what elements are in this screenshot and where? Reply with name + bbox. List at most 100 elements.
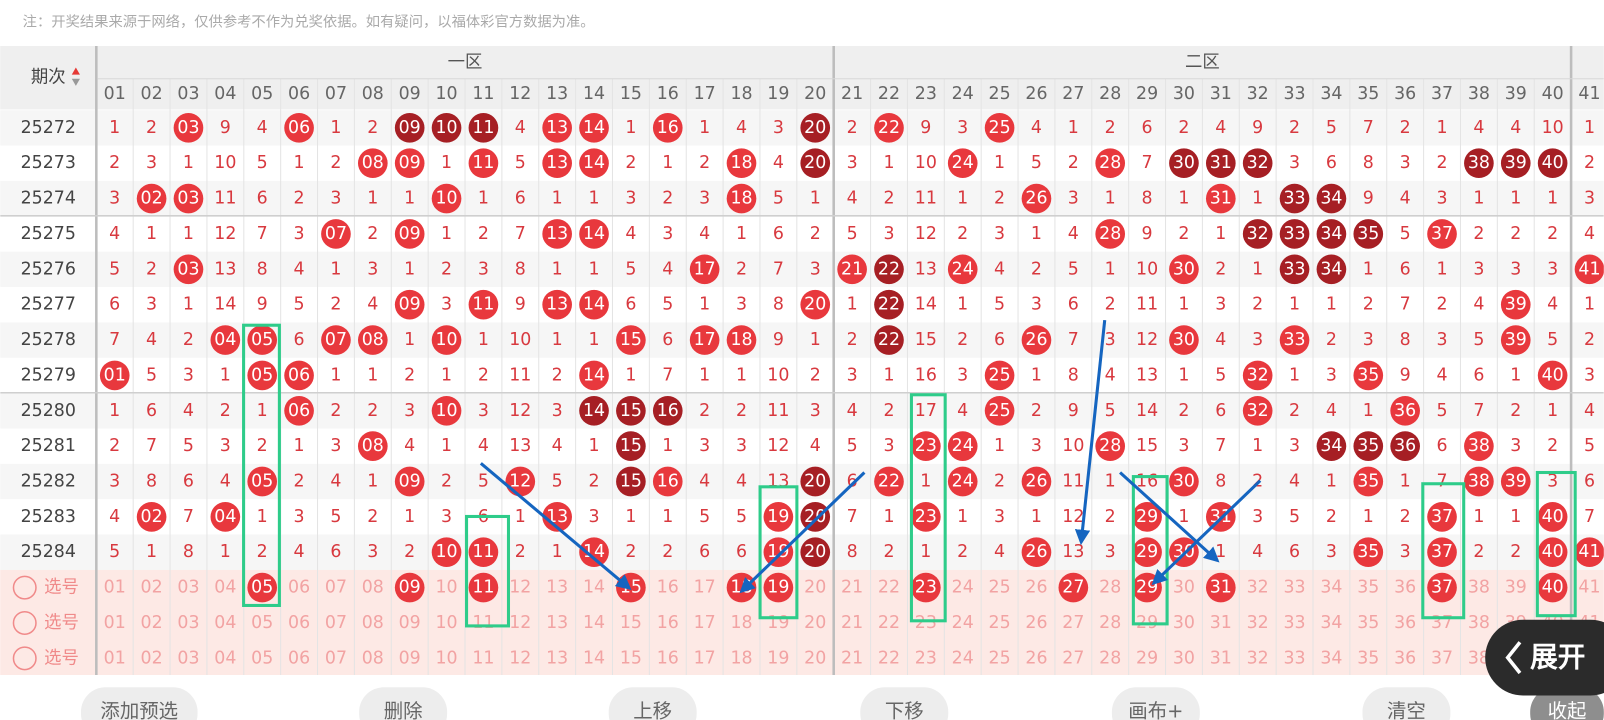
pick-number[interactable]: 15 [620,648,642,668]
pick-number[interactable]: 15 [620,578,642,598]
pick-number[interactable]: 20 [804,648,826,668]
pick-number[interactable]: 10 [435,578,457,598]
pick-number[interactable]: 16 [657,578,679,598]
pick-radio[interactable] [12,610,37,635]
button-label[interactable]: 添加预选 [100,699,178,720]
pick-number[interactable]: 13 [546,578,568,598]
pick-number[interactable]: 27 [1062,578,1084,598]
pick-number[interactable]: 25 [989,578,1011,598]
pick-ball[interactable] [763,572,794,603]
pick-number[interactable]: 19 [767,578,789,598]
pick-number[interactable]: 02 [141,648,163,668]
pick-number[interactable]: 20 [804,578,826,598]
pick-number[interactable]: 37 [1431,613,1453,633]
pick-number[interactable]: 03 [177,613,199,633]
pick-number[interactable]: 10 [435,648,457,668]
pick-number[interactable]: 14 [583,578,605,598]
pick-number[interactable]: 09 [399,578,421,598]
pick-ball[interactable] [1058,572,1089,603]
pick-number[interactable]: 30 [1173,648,1195,668]
pick-number[interactable]: 17 [694,613,716,633]
pick-number[interactable]: 24 [952,648,974,668]
pick-number[interactable]: 27 [1062,648,1084,668]
pick-number[interactable]: 21 [841,648,863,668]
pick-number[interactable]: 26 [1025,648,1047,668]
pick-number[interactable]: 37 [1431,648,1453,668]
pick-number[interactable]: 41 [1578,578,1600,598]
pick-number[interactable]: 37 [1431,578,1453,598]
pick-number[interactable]: 34 [1320,613,1342,633]
pick-number[interactable]: 03 [177,578,199,598]
pick-number[interactable]: 17 [694,648,716,668]
pick-number[interactable]: 31 [1210,648,1232,668]
pick-number[interactable]: 26 [1025,578,1047,598]
pick-number[interactable]: 12 [509,578,531,598]
pick-number[interactable]: 20 [804,613,826,633]
button-label[interactable]: 画布+ [1128,699,1183,720]
pick-number[interactable]: 05 [251,648,273,668]
pick-number[interactable]: 32 [1247,578,1269,598]
pick-number[interactable]: 35 [1357,648,1379,668]
pick-number[interactable]: 08 [362,578,384,598]
pick-number[interactable]: 19 [767,648,789,668]
pick-number[interactable]: 05 [251,613,273,633]
pick-number[interactable]: 18 [730,578,752,598]
pick-number[interactable]: 34 [1320,578,1342,598]
button-bg[interactable] [1530,687,1604,720]
pick-number[interactable]: 23 [915,578,937,598]
pick-number[interactable]: 25 [989,613,1011,633]
pick-number[interactable]: 29 [1136,648,1158,668]
button-bg[interactable] [1362,687,1451,720]
pick-number[interactable]: 07 [325,648,347,668]
pick-ball[interactable] [247,572,278,603]
button-label[interactable]: 删除 [384,699,423,720]
pick-number[interactable]: 24 [952,578,974,598]
pick-number[interactable]: 16 [657,613,679,633]
pick-number[interactable]: 33 [1283,613,1305,633]
pick-number[interactable]: 33 [1283,648,1305,668]
button-bg[interactable] [359,687,448,720]
pick-number[interactable]: 40 [1542,578,1564,598]
pick-number[interactable]: 39 [1505,578,1527,598]
pick-ball[interactable] [1205,572,1236,603]
pick-number[interactable]: 11 [472,578,494,598]
pick-number[interactable]: 22 [878,578,900,598]
pick-number[interactable]: 09 [399,613,421,633]
pick-number[interactable]: 15 [620,613,642,633]
pick-number[interactable]: 28 [1099,613,1121,633]
pick-number[interactable]: 35 [1357,578,1379,598]
pick-number[interactable]: 01 [104,648,126,668]
pick-number[interactable]: 11 [472,613,494,633]
pick-number[interactable]: 23 [915,613,937,633]
sort-down[interactable] [71,78,80,86]
pick-radio[interactable] [12,575,37,600]
pick-number[interactable]: 06 [288,648,310,668]
sort-up[interactable] [71,67,80,75]
pick-number[interactable]: 32 [1247,613,1269,633]
pick-number[interactable]: 30 [1173,578,1195,598]
button-label[interactable]: 下移 [885,699,924,720]
pick-number[interactable]: 08 [362,613,384,633]
pick-number[interactable]: 12 [509,648,531,668]
pick-ball[interactable] [1537,572,1568,603]
pick-number[interactable]: 18 [730,648,752,668]
pick-number[interactable]: 25 [989,648,1011,668]
button-label[interactable]: 上移 [633,699,672,720]
button-label[interactable]: 收起 [1548,699,1587,720]
pick-number[interactable]: 28 [1099,578,1121,598]
pick-number[interactable]: 21 [841,613,863,633]
pick-number[interactable]: 22 [878,613,900,633]
pick-number[interactable]: 18 [730,613,752,633]
pick-number[interactable]: 04 [214,578,236,598]
pick-number[interactable]: 07 [325,613,347,633]
pick-number[interactable]: 04 [214,613,236,633]
pick-number[interactable]: 34 [1320,648,1342,668]
pick-ball[interactable] [394,572,425,603]
button-bg[interactable] [608,687,697,720]
pick-number[interactable]: 17 [694,578,716,598]
pick-number[interactable]: 19 [767,613,789,633]
pick-number[interactable]: 04 [214,648,236,668]
pick-number[interactable]: 13 [546,613,568,633]
pick-radio[interactable] [12,646,37,671]
pick-number[interactable]: 36 [1394,613,1416,633]
